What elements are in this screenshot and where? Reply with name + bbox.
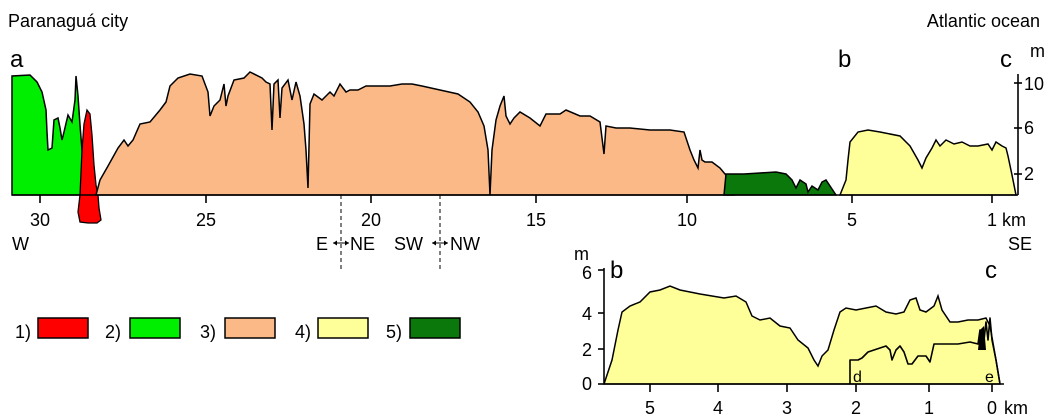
main-x-tick-15: 15 xyxy=(526,210,546,230)
main-x-tick-25: 25 xyxy=(196,210,216,230)
direction-nw: NW xyxy=(450,234,480,254)
main-segment-dark-green xyxy=(723,171,838,196)
inset-y-tick-4: 4 xyxy=(582,304,592,324)
main-x-ticks xyxy=(39,195,993,203)
main-x-tick-1: 1 xyxy=(987,210,997,230)
legend-swatch-1 xyxy=(37,317,89,339)
legend-label-1: 1) xyxy=(15,322,31,342)
main-segment-yellow xyxy=(838,129,1017,196)
inset-x-tick-1: 1 xyxy=(924,398,934,418)
main-segment-red xyxy=(77,108,102,224)
inset-y-ticks xyxy=(598,269,604,385)
main-x-tick-20: 20 xyxy=(361,210,381,230)
label-paranagua-city: Paranaguá city xyxy=(8,11,128,31)
main-segment-orange xyxy=(95,71,735,196)
main-segment-light-green xyxy=(11,74,86,196)
legend-label-3: 3) xyxy=(200,322,216,342)
label-point-e: e xyxy=(985,369,994,386)
inset-x-tick-5: 5 xyxy=(645,398,655,418)
inset-x-tick-4: 4 xyxy=(713,398,723,418)
main-x-tick-5: 5 xyxy=(847,210,857,230)
main-y-tick-10: 10 xyxy=(1024,74,1044,94)
inset-y-tick-2: 2 xyxy=(582,340,592,360)
inset-x-tick-3: 3 xyxy=(782,398,792,418)
direction-w: W xyxy=(12,234,29,254)
inset-y-tick-6: 6 xyxy=(582,263,592,283)
legend: 1) 2) 3) 4) 5) xyxy=(15,317,461,342)
legend-swatch-2 xyxy=(129,317,181,339)
legend-label-5: 5) xyxy=(386,322,402,342)
inset-y-tick-0: 0 xyxy=(582,374,592,394)
inset-inner-outline-d-e xyxy=(849,317,1001,385)
direction-se: SE xyxy=(1008,234,1032,254)
label-point-a: a xyxy=(10,46,24,73)
legend-swatch-5 xyxy=(409,317,461,339)
label-point-d: d xyxy=(853,369,862,386)
inset-y-unit: m xyxy=(574,244,589,264)
legend-label-4: 4) xyxy=(295,322,311,342)
direction-ne: NE xyxy=(350,234,375,254)
inset-x-unit: km xyxy=(1004,398,1028,418)
label-point-c-main: c xyxy=(1000,46,1012,73)
legend-label-2: 2) xyxy=(105,322,121,342)
inset-x-tick-2: 2 xyxy=(851,398,861,418)
direction-e: E xyxy=(316,234,328,254)
main-x-tick-10: 10 xyxy=(677,210,697,230)
inset-x-ticks xyxy=(649,384,993,392)
label-point-b-main: b xyxy=(838,46,851,73)
direction-sw: SW xyxy=(394,234,423,254)
main-y-unit: m xyxy=(1030,41,1045,61)
legend-swatch-4 xyxy=(317,317,369,339)
inset-profile-yellow xyxy=(602,285,1001,385)
label-point-b-inset: b xyxy=(610,257,623,284)
inset-x-tick-0: 0 xyxy=(987,398,997,418)
label-point-c-inset: c xyxy=(985,257,997,284)
main-x-tick-30: 30 xyxy=(30,210,50,230)
main-x-unit: km xyxy=(1002,210,1026,230)
main-y-tick-2: 2 xyxy=(1024,164,1034,184)
main-y-tick-6: 6 xyxy=(1024,118,1034,138)
label-atlantic-ocean: Atlantic ocean xyxy=(927,11,1040,31)
legend-swatch-3 xyxy=(224,317,276,339)
